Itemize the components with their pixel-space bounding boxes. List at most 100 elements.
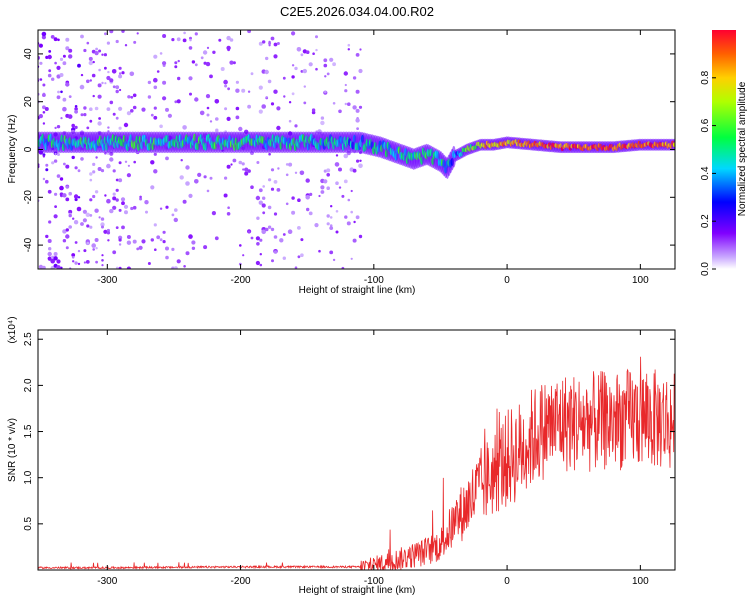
spectrogram-noise-cell — [53, 252, 58, 256]
spectrogram-noise-cell — [107, 239, 110, 242]
spectrogram-noise-cell — [104, 32, 107, 36]
spectrogram-noise-cell — [150, 185, 155, 190]
spectrogram-noise-cell — [120, 197, 126, 202]
spectrogram-noise-cell — [54, 192, 58, 196]
spectrogram-x-tick-label: -200 — [231, 275, 251, 286]
spectrogram-noise-cell — [89, 214, 93, 217]
spectrogram-noise-cell — [42, 177, 46, 181]
spectrogram-noise-cell — [159, 124, 163, 129]
spectrogram-noise-cell — [285, 173, 289, 177]
spectrogram-noise-cell — [118, 243, 122, 246]
spectrogram-noise-cell — [56, 125, 61, 129]
spectrogram-noise-cell — [329, 57, 334, 62]
spectrogram-noise-cell — [86, 41, 90, 45]
spectrogram-noise-cell — [255, 260, 260, 266]
spectrogram-noise-cell — [130, 206, 134, 211]
spectrogram-noise-cell — [50, 258, 55, 264]
spectrogram-noise-cell — [89, 198, 93, 202]
spectrogram-noise-cell — [98, 68, 101, 72]
spectrogram-noise-cell — [250, 185, 254, 189]
snr-x-ticks: -300 -200 -100 0 100 — [97, 330, 649, 587]
spectrogram-noise-cell — [74, 166, 78, 170]
spectrogram-noise-cell — [306, 207, 310, 212]
spectrogram-noise-cell — [343, 179, 348, 184]
snr-x-tick-label: 0 — [504, 576, 510, 587]
spectrogram-noise-cell — [124, 160, 128, 163]
spectrogram-noise-cell — [95, 47, 98, 51]
spectrogram-noise-cell — [136, 247, 140, 251]
spectrogram-noise-cell — [47, 251, 52, 257]
spectrogram-noise-cell — [344, 215, 348, 219]
spectrogram-noise-cell — [62, 106, 67, 112]
spectrogram-noise-cell — [42, 83, 46, 87]
spectrogram-noise-cell — [56, 74, 61, 79]
spectrogram-noise-cell — [82, 218, 87, 223]
spectrogram-noise-cell — [346, 221, 351, 226]
spectrogram-noise-cell — [320, 185, 325, 190]
spectrogram-noise-cell — [156, 235, 161, 240]
spectrogram-noise-cell — [273, 89, 278, 94]
spectrogram-noise-cell — [194, 179, 199, 184]
spectrogram-noise-cell — [338, 167, 342, 172]
spectrogram-noise-cell — [123, 122, 129, 128]
spectrogram-noise-cell — [68, 54, 73, 59]
spectrogram-noise-cell — [115, 188, 119, 192]
spectrogram-noise-cell — [112, 85, 116, 89]
spectrogram-noise-cell — [112, 169, 116, 173]
spectrogram-noise-cell — [299, 170, 305, 176]
spectrogram-noise-cell — [343, 71, 348, 76]
spectrogram-noise-cell — [200, 56, 204, 60]
spectrogram-noise-cell — [39, 78, 43, 81]
spectrogram-noise-cell — [54, 61, 57, 65]
spectrogram-noise-cell — [273, 42, 278, 47]
spectrogram-noise-cell — [255, 195, 261, 201]
spectrogram-noise-cell — [352, 105, 357, 110]
spectrogram-noise-cell — [124, 210, 128, 215]
spectrogram-noise-cell — [65, 46, 70, 51]
spectrogram-noise-cell — [223, 79, 228, 85]
spectrogram-noise-cell — [74, 261, 78, 265]
spectrogram-noise-cell — [273, 212, 278, 216]
spectrogram-noise-cell — [276, 125, 281, 131]
spectrogram-noise-cell — [109, 100, 114, 105]
spectrogram-noise-cell — [305, 178, 310, 183]
spectrogram-noise-cell — [48, 247, 52, 251]
spectrogram-y-tick-label: -40 — [23, 237, 34, 252]
spectrogram-noise-cell — [311, 110, 316, 115]
spectrogram-noise-cell — [104, 194, 107, 197]
spectrogram-noise-cell — [89, 119, 93, 123]
spectrogram-noise-cell — [315, 67, 318, 71]
snr-y-tick-label: 2.0 — [23, 378, 34, 392]
spectrogram-noise-cell — [314, 223, 319, 228]
spectrogram-noise-cell — [59, 177, 64, 181]
spectrogram-noise-cell — [80, 73, 84, 77]
spectrogram-noise-cell — [92, 60, 95, 64]
spectrogram-noise-cell — [45, 179, 49, 184]
spectrogram-noise-cell — [335, 210, 339, 213]
spectrogram-noise-cell — [356, 159, 360, 163]
spectrogram-noise-cell — [326, 72, 330, 76]
spectrogram-noise-cell — [235, 80, 239, 84]
spectrogram-noise-cell — [132, 93, 137, 98]
spectrogram-noise-cell — [111, 69, 117, 74]
spectrogram-noise-cell — [283, 95, 286, 98]
spectrogram-noise-cell — [132, 239, 137, 244]
spectrogram-noise-cell — [132, 205, 137, 210]
snr-x-tick-label: -300 — [97, 576, 117, 587]
spectrogram-noise-cell — [282, 76, 286, 80]
spectrogram-noise-cell — [332, 258, 336, 262]
spectrogram-noise-cell — [320, 190, 325, 194]
spectrogram-noise-cell — [247, 230, 251, 233]
colorbar-tick-label: 0.2 — [700, 214, 711, 228]
spectrogram-noise-cell — [118, 238, 122, 242]
spectrogram-noise-cell — [139, 197, 143, 201]
spectrogram-noise-cell — [267, 205, 272, 210]
spectrogram-noise-cell — [176, 259, 181, 264]
spectrogram-noise-cell — [98, 117, 101, 120]
spectrogram-noise-cell — [73, 194, 79, 199]
spectrogram-noise-cell — [355, 53, 360, 57]
spectrogram-noise-cell — [250, 236, 254, 240]
spectrogram-noise-cell — [86, 79, 90, 84]
colorbar-tick-label: 0.6 — [700, 118, 711, 132]
spectrogram-noise-cell — [189, 92, 192, 96]
